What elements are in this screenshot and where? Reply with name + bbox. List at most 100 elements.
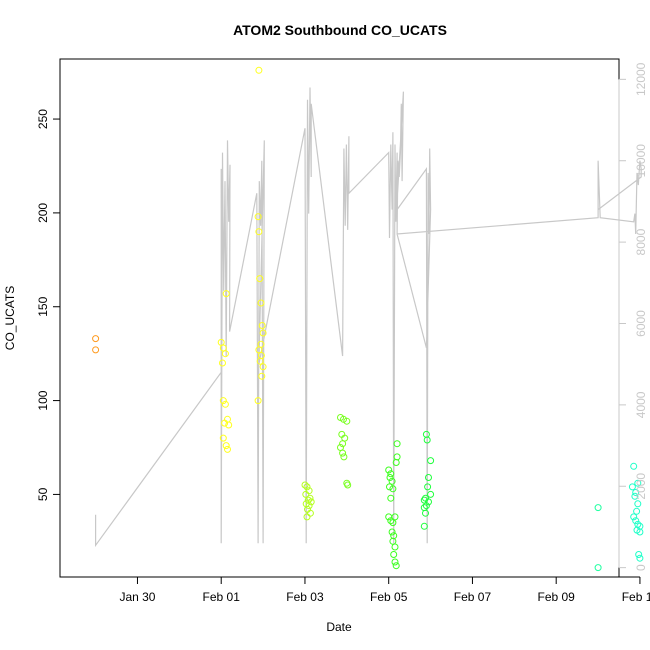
data-point	[257, 299, 265, 307]
data-point	[634, 500, 642, 508]
data-point	[255, 66, 263, 74]
right-y-tick-label: 6000	[634, 310, 648, 337]
x-tick-label: Feb 03	[286, 590, 324, 604]
y-axis: 50 100 150 200 250	[36, 109, 61, 501]
data-point	[422, 509, 429, 517]
data-point	[635, 551, 643, 558]
data-point	[636, 528, 644, 536]
data-point	[222, 442, 230, 450]
data-point	[388, 528, 396, 536]
data-point	[303, 513, 311, 521]
data-point	[222, 290, 230, 298]
x-tick-label: Jan 30	[119, 590, 155, 604]
data-point	[391, 513, 399, 521]
data-point	[631, 492, 639, 500]
x-tick-label: Feb 11	[622, 590, 650, 604]
data-point	[344, 481, 352, 489]
data-point	[423, 436, 431, 444]
data-point	[256, 275, 264, 283]
data-point	[92, 335, 100, 343]
data-points-layer	[92, 66, 644, 572]
right-y-tick-label: 4000	[634, 391, 648, 418]
data-point	[632, 489, 640, 496]
data-point	[594, 504, 602, 512]
x-tick-label: Feb 01	[203, 590, 241, 604]
y-tick-label: 50	[36, 487, 50, 501]
data-point	[388, 477, 396, 485]
data-point	[420, 522, 428, 530]
data-point	[389, 485, 397, 493]
data-point	[221, 350, 229, 358]
data-point	[630, 513, 638, 521]
data-point	[594, 564, 602, 572]
x-tick-label: Feb 05	[370, 590, 408, 604]
data-point	[632, 517, 640, 525]
data-point	[425, 474, 432, 481]
data-point	[306, 494, 314, 502]
data-point	[254, 397, 262, 405]
data-point	[339, 449, 347, 457]
y-tick-label: 200	[36, 203, 50, 223]
data-point	[340, 453, 348, 461]
data-point	[393, 440, 401, 448]
right-y-tick-label: 0	[634, 564, 648, 571]
y-tick-label: 100	[36, 390, 50, 410]
data-point	[393, 453, 401, 461]
data-point	[219, 434, 227, 442]
data-point	[259, 363, 267, 371]
chart-title: ATOM2 Southbound CO_UCATS	[233, 22, 447, 38]
data-point	[225, 421, 233, 429]
data-point	[385, 466, 393, 474]
x-axis: Jan 30 Feb 01 Feb 03 Feb 05 Feb 07 Feb 09 Feb …	[119, 576, 650, 604]
x-tick-label: Feb 07	[454, 590, 492, 604]
data-point	[391, 543, 399, 551]
data-point	[628, 483, 636, 491]
right-y-axis: 0 2000 4000 6000 8000 10000 12000	[618, 62, 648, 571]
data-point	[634, 479, 642, 487]
data-point	[255, 346, 263, 354]
data-point	[387, 494, 395, 502]
data-point	[258, 372, 266, 380]
data-point	[424, 483, 432, 491]
data-point	[427, 457, 435, 465]
data-point	[389, 537, 397, 545]
data-point	[256, 357, 264, 365]
data-point	[390, 551, 398, 558]
y-tick-label: 250	[36, 109, 50, 129]
data-point	[255, 228, 263, 236]
data-point	[339, 440, 347, 448]
data-point	[636, 554, 644, 562]
data-point	[302, 490, 310, 498]
data-point	[425, 498, 432, 506]
y-tick-label: 150	[36, 296, 50, 316]
data-point	[386, 474, 394, 481]
right-y-tick-label: 2000	[634, 473, 648, 500]
data-point	[305, 502, 313, 510]
data-point	[254, 213, 262, 221]
flight-track-layer	[95, 87, 642, 548]
flight-track-line	[95, 87, 642, 548]
data-point	[301, 481, 309, 489]
right-y-tick-label: 8000	[634, 228, 648, 255]
data-point	[427, 490, 435, 498]
data-point	[221, 419, 229, 427]
y-axis-label: CO_UCATS	[3, 286, 17, 350]
data-point	[258, 322, 266, 329]
data-point	[343, 417, 351, 425]
data-point	[633, 507, 641, 515]
plot-frame	[59, 58, 620, 578]
data-point	[422, 502, 430, 510]
data-point	[387, 517, 395, 525]
x-axis-label: Date	[326, 620, 352, 634]
data-point	[386, 483, 393, 491]
data-point	[387, 470, 395, 478]
x-tick-label: Feb 09	[538, 590, 576, 604]
data-point	[219, 397, 227, 405]
data-point	[392, 562, 400, 570]
data-point	[92, 346, 100, 354]
right-y-tick-label: 10000	[634, 144, 648, 178]
data-point	[224, 445, 231, 453]
data-point	[259, 329, 267, 337]
data-point	[630, 462, 638, 470]
